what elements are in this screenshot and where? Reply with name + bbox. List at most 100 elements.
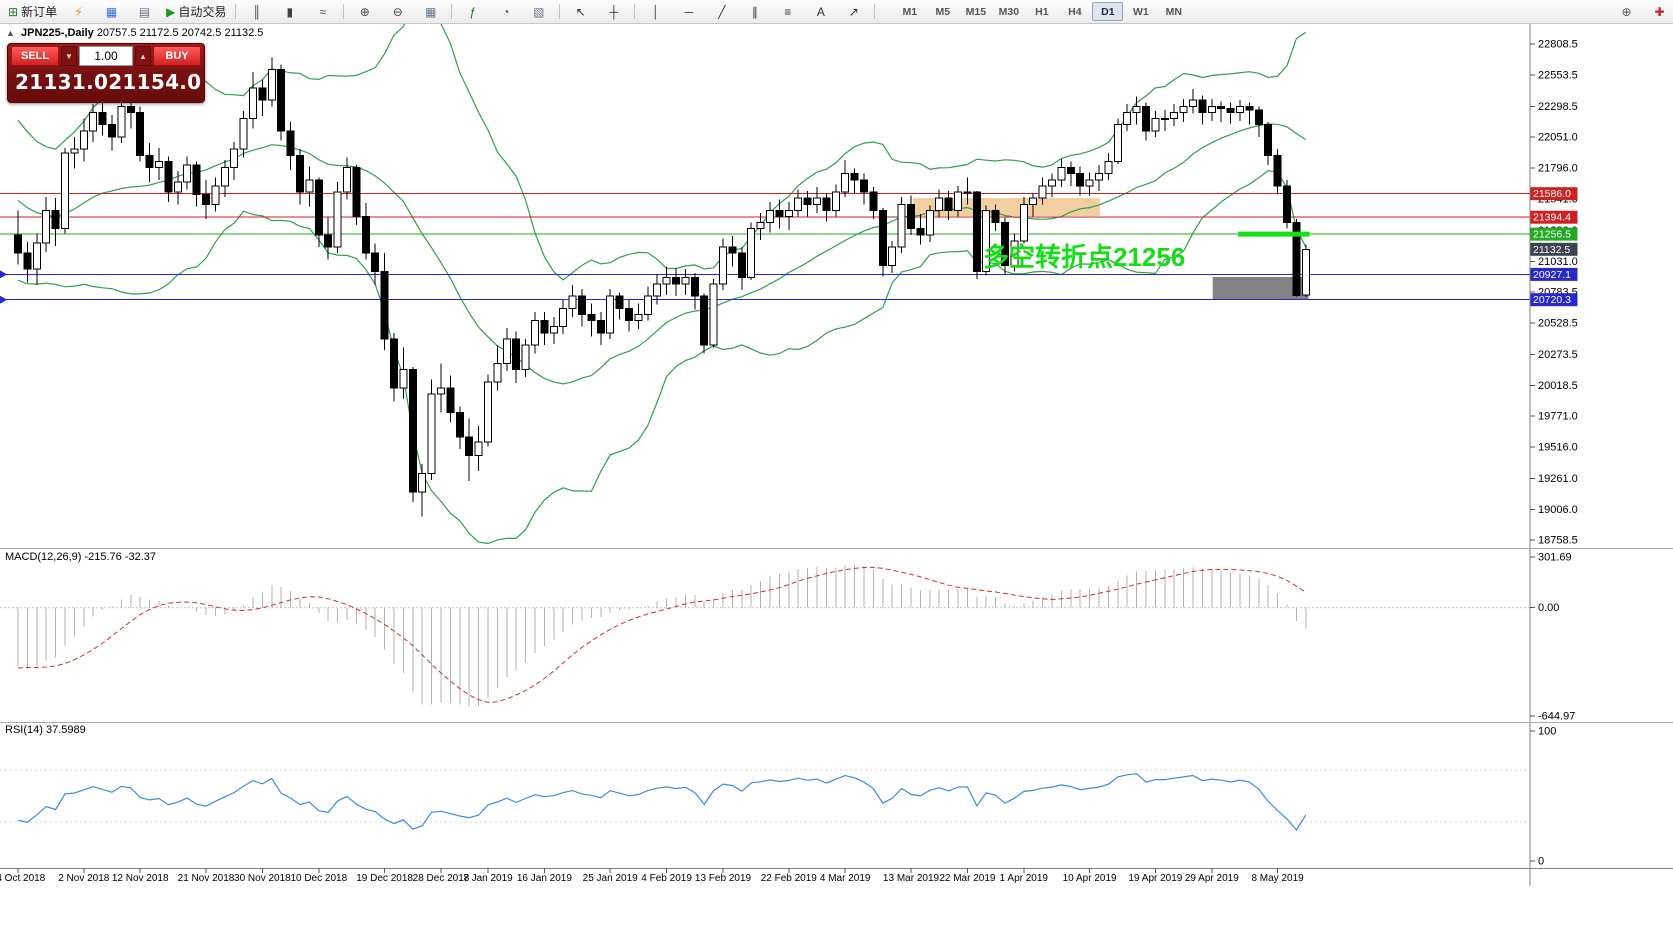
toolbar-vertical-line-button[interactable]: │ [640,1,671,22]
svg-text:20720.3: 20720.3 [1533,294,1571,306]
candlesticks [14,57,1310,517]
toolbar-zoom-out-button[interactable]: ⊖ [382,1,413,22]
sell-button[interactable]: SELL [11,46,59,66]
cursor-icon: ↖ [575,4,586,19]
terminal-icon: ▤ [138,4,151,19]
volume-down-button[interactable]: ▼ [61,46,77,66]
toolbar-terminal-button[interactable]: ▤ [129,1,160,22]
svg-text:20927.1: 20927.1 [1533,269,1571,281]
svg-text:10 Apr 2019: 10 Apr 2019 [1063,873,1117,884]
toolbar-equidistant-channel-button[interactable]: ∥ [739,1,770,22]
toolbar-zoom-chart-button[interactable]: ⊕ [1611,1,1642,22]
toolbar-new-order-button[interactable]: ⊞ 新订单 [4,1,61,22]
svg-text:28 Dec 2018: 28 Dec 2018 [413,873,470,884]
chart-title: ▲ JPN225-,Daily 20757.5 21172.5 20742.5 … [6,27,263,39]
toolbar-market-watch-button[interactable]: ▦ [96,1,127,22]
toolbar-horizontal-line-button[interactable]: ─ [673,1,704,22]
timeframe-d1-button[interactable]: D1 [1092,2,1124,21]
svg-text:16 Jan 2019: 16 Jan 2019 [517,873,572,884]
toolbar-trend-line-button[interactable]: ╱ [706,1,737,22]
svg-text:301.69: 301.69 [1538,552,1572,564]
timeframe-w1-button[interactable]: W1 [1132,5,1149,18]
toolbar-tile-windows-button[interactable]: ▦ [415,1,446,22]
price-tags: 21586.0 21394.4 21256.5 20927.1 20720.3 21132… [1530,187,1578,307]
equidistant-channel-icon: ∥ [751,4,758,19]
svg-text:4 Feb 2019: 4 Feb 2019 [641,873,692,884]
svg-text:29 Apr 2019: 29 Apr 2019 [1185,873,1239,884]
trade-panel-controls: SELL ▼ ▲ BUY [11,46,201,66]
timeframe-m5-button[interactable]: M5 [935,5,951,18]
new-chart-icon: ✚ [1654,4,1665,19]
buy-button[interactable]: BUY [153,46,201,66]
axes: 22808.522553.522298.522051.021796.021541… [0,22,1673,886]
svg-text:19006.0: 19006.0 [1538,504,1578,516]
svg-text:8 May 2019: 8 May 2019 [1251,873,1304,884]
toolbar-text-label-button[interactable]: A [805,1,836,22]
toolbar-periods-button[interactable]: ◔ [490,1,521,22]
svg-text:21256.5: 21256.5 [1533,229,1571,241]
volume-up-button[interactable]: ▲ [135,46,151,66]
timeframe-h4-button[interactable]: H4 [1068,5,1082,18]
toolbar-separator [559,4,561,19]
toolbar-arrow-objects-button[interactable]: ↗ [838,1,869,22]
vertical-line-icon: │ [652,4,660,19]
trade-panel-prices: 21131.0 21154.0 [11,66,201,98]
fibonacci-retracement-icon: ≡ [784,4,792,19]
svg-text:21132.5: 21132.5 [1533,244,1570,256]
toolbar-separator [874,4,876,19]
svg-text:22 Mar 2019: 22 Mar 2019 [939,873,996,884]
svg-text:21394.4: 21394.4 [1533,212,1571,224]
svg-text:18758.5: 18758.5 [1538,535,1578,547]
svg-text:1 Apr 2019: 1 Apr 2019 [1000,873,1049,884]
toolbar: ⊞ 新订单 ⚡ ▦ ▤ ▶ 自动交易 ║ ▮ ≈ ⊕ ⊖ ▦ ƒ ◔ ▧ ↖ ┼ │ ─ ╱ ∥ ≡ A ↗ M1 M5 M15 M30… [0,0,1673,24]
arrow-objects-icon: ↗ [848,4,859,19]
toolbar-templates-button[interactable]: ▧ [523,1,554,22]
zoom-chart-icon: ⊕ [1621,4,1632,19]
svg-text:20273.5: 20273.5 [1538,349,1578,361]
toolbar-cursor-button[interactable]: ↖ [565,1,596,22]
zoom-out-icon: ⊖ [392,4,403,19]
market-watch-icon: ▦ [105,4,118,19]
volume-input[interactable] [79,46,133,66]
timeframe-h1-button[interactable]: H1 [1035,5,1049,18]
toolbar-chart-line-button[interactable]: ≈ [307,1,338,22]
rsi-indicator-label: RSI(14) 37.5989 [5,724,86,736]
toolbar-metaeditor-button[interactable]: ⚡ [63,1,94,22]
horizontal-level-lines[interactable] [0,193,1530,304]
toolbar-zoom-in-button[interactable]: ⊕ [349,1,380,22]
collapse-panel-icon[interactable]: ▲ [6,28,15,38]
toolbar-crosshair-button[interactable]: ┼ [598,1,629,22]
toolbar-separator [451,4,453,19]
templates-icon: ▧ [533,4,545,19]
timeframe-m15-button[interactable]: M15 [965,5,987,18]
toolbar-new-chart-button[interactable]: ✚ [1644,1,1673,22]
toolbar-fibonacci-retracement-button[interactable]: ≡ [772,1,803,22]
timeframe-m1-button[interactable]: M1 [902,5,918,18]
svg-text:30 Nov 2018: 30 Nov 2018 [234,873,291,884]
svg-text:19516.0: 19516.0 [1538,442,1578,454]
svg-text:100: 100 [1538,726,1556,738]
buy-price[interactable]: 21154.0 [108,70,202,94]
svg-text:19 Apr 2019: 19 Apr 2019 [1128,873,1182,884]
svg-text:19261.0: 19261.0 [1538,473,1578,485]
tile-windows-icon: ▦ [425,4,437,19]
toolbar-autotrading-button[interactable]: ▶ 自动交易 [162,1,230,22]
svg-text:12 Nov 2018: 12 Nov 2018 [112,873,169,884]
new-order-label: 新订单 [21,5,58,19]
svg-text:21586.0: 21586.0 [1533,188,1571,200]
timeframe-mn-button[interactable]: MN [1165,5,1182,18]
svg-text:2 Nov 2018: 2 Nov 2018 [58,873,110,884]
svg-text:13 Feb 2019: 13 Feb 2019 [695,873,752,884]
svg-text:19771.0: 19771.0 [1538,411,1578,423]
chart-line-icon: ≈ [319,4,327,19]
crosshair-icon: ┼ [609,4,619,19]
sell-price[interactable]: 21131.0 [15,70,109,94]
timeframe-m30-button[interactable]: M30 [998,5,1020,18]
one-click-trading-panel: SELL ▼ ▲ BUY 21131.0 21154.0 [7,43,205,103]
toolbar-indicators-list-button[interactable]: ƒ [457,1,488,22]
svg-text:0: 0 [1538,856,1544,868]
toolbar-chart-bars-button[interactable]: ║ [241,1,272,22]
toolbar-chart-candles-button[interactable]: ▮ [274,1,305,22]
macd-pane [0,564,1530,707]
